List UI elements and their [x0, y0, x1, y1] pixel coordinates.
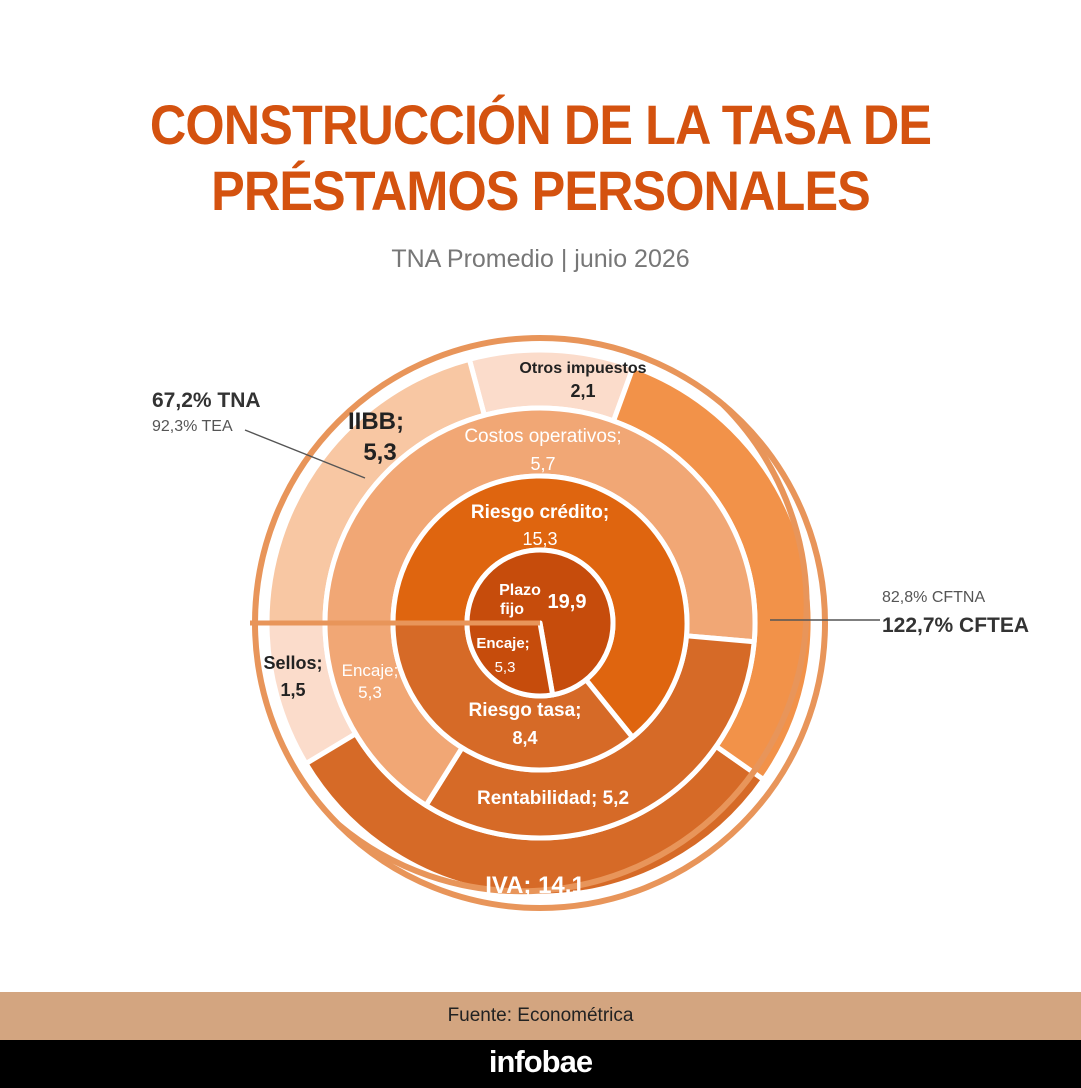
label-encaje-ring2: Encaje; — [342, 661, 399, 680]
cft-bracket-arc — [336, 402, 810, 895]
label-otros-impuestos-value: 2,1 — [570, 381, 595, 401]
label-costos-operativos: Costos operativos; — [464, 426, 621, 447]
segment-encaje-core — [464, 620, 556, 699]
tna-leader-line — [244, 429, 366, 479]
label-costos-operativos-value: 5,7 — [530, 454, 555, 474]
annotation-tea: 92,3% TEA — [152, 418, 233, 435]
title-line-1: CONSTRUCCIÓN DE LA TASA DE — [149, 93, 932, 156]
label-sellos: Sellos; — [263, 653, 322, 673]
label-encaje-ring2-value: 5,3 — [358, 683, 382, 702]
annotation-tna: 67,2% TNA — [152, 389, 261, 412]
label-encaje-core-value: 5,3 — [495, 659, 516, 676]
brand-logo: infobae — [488, 1044, 593, 1079]
source-bar — [0, 992, 1081, 1040]
label-rentabilidad: Rentabilidad; 5,2 — [477, 788, 629, 809]
label-encaje-core: Encaje; — [476, 635, 529, 652]
label-riesgo-tasa: Riesgo tasa; — [469, 700, 582, 721]
label-riesgo-credito: Riesgo crédito; — [471, 502, 609, 523]
label-riesgo-credito-value: 15,3 — [522, 529, 557, 549]
label-iva: IVA; 14,1 — [485, 872, 585, 899]
annotation-cftea: 122,7% CFTEA — [882, 614, 1029, 637]
label-iibb-value: 5,3 — [363, 439, 396, 466]
label-iibb: IIBB; — [348, 408, 404, 435]
annotation-cftna: 82,8% CFTNA — [882, 589, 985, 606]
chart-title: CONSTRUCCIÓN DE LA TASA DE PRÉSTAMOS PER… — [54, 92, 1027, 224]
chart-subtitle: TNA Promedio | junio 2026 — [391, 245, 690, 273]
label-plazo-fijo-2: fijo — [500, 601, 524, 618]
source-text: Fuente: Econométrica — [447, 1005, 634, 1026]
label-otros-impuestos: Otros impuestos — [519, 360, 646, 377]
label-riesgo-tasa-value: 8,4 — [512, 728, 537, 748]
label-sellos-value: 1,5 — [280, 680, 305, 700]
brand-bar — [0, 1040, 1081, 1088]
label-plazo-fijo-1: Plazo — [499, 582, 541, 599]
title-line-2: PRÉSTAMOS PERSONALES — [211, 159, 871, 222]
label-plazo-fijo-value: 19,9 — [548, 591, 587, 613]
